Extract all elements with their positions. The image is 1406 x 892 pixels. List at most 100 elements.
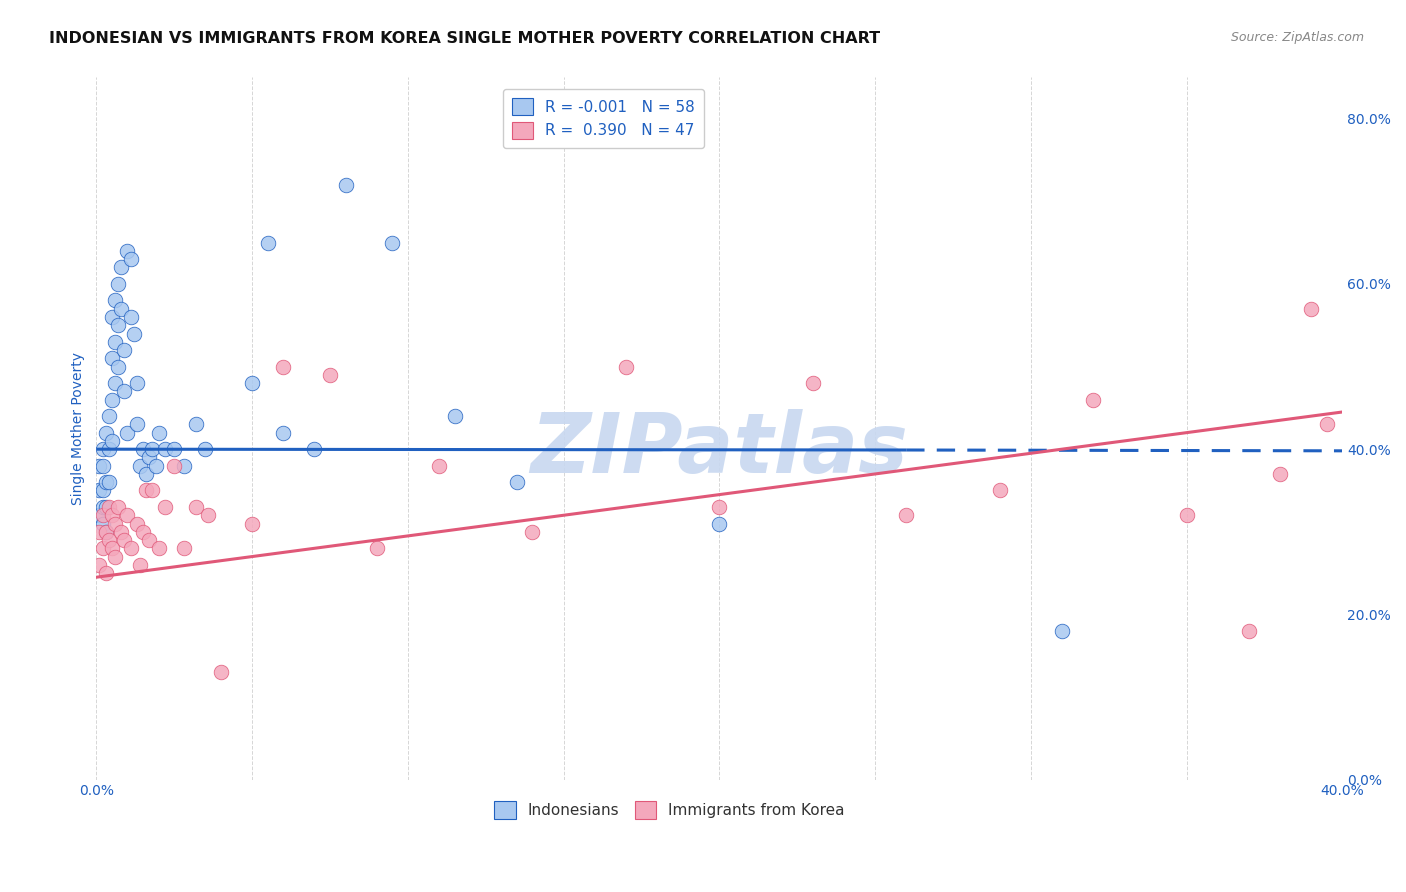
Point bbox=[1081, 392, 1104, 407]
Point bbox=[97, 533, 120, 547]
Point bbox=[89, 458, 111, 473]
Point bbox=[194, 442, 217, 457]
Point bbox=[522, 524, 544, 539]
Point bbox=[988, 483, 1011, 498]
Point bbox=[271, 425, 294, 440]
Point bbox=[138, 450, 160, 465]
Point bbox=[271, 359, 294, 374]
Point bbox=[801, 376, 824, 390]
Point bbox=[101, 351, 124, 366]
Point bbox=[117, 244, 139, 258]
Point bbox=[1268, 467, 1291, 481]
Point bbox=[89, 483, 111, 498]
Legend: Indonesians, Immigrants from Korea: Indonesians, Immigrants from Korea bbox=[488, 795, 851, 824]
Point bbox=[104, 549, 127, 564]
Point bbox=[173, 458, 195, 473]
Text: Source: ZipAtlas.com: Source: ZipAtlas.com bbox=[1230, 31, 1364, 45]
Point bbox=[94, 566, 117, 580]
Point bbox=[335, 178, 357, 192]
Point bbox=[91, 483, 114, 498]
Point bbox=[141, 442, 163, 457]
Point bbox=[1237, 624, 1260, 638]
Point bbox=[97, 475, 120, 490]
Point bbox=[427, 458, 450, 473]
Point bbox=[112, 533, 135, 547]
Point bbox=[319, 368, 342, 382]
Point bbox=[89, 508, 111, 523]
Point bbox=[91, 500, 114, 514]
Point bbox=[112, 343, 135, 357]
Point bbox=[91, 508, 114, 523]
Text: ZIPatlas: ZIPatlas bbox=[530, 409, 908, 490]
Point bbox=[94, 425, 117, 440]
Point bbox=[101, 541, 124, 556]
Point bbox=[112, 384, 135, 399]
Point bbox=[135, 467, 157, 481]
Point bbox=[132, 442, 155, 457]
Point bbox=[1050, 624, 1073, 638]
Point bbox=[153, 442, 176, 457]
Point bbox=[132, 524, 155, 539]
Point bbox=[97, 500, 120, 514]
Point bbox=[107, 500, 129, 514]
Point bbox=[366, 541, 388, 556]
Point bbox=[94, 524, 117, 539]
Point bbox=[97, 442, 120, 457]
Point bbox=[1301, 301, 1323, 316]
Point bbox=[117, 425, 139, 440]
Point bbox=[141, 483, 163, 498]
Point bbox=[101, 508, 124, 523]
Point bbox=[104, 516, 127, 531]
Point bbox=[304, 442, 326, 457]
Text: INDONESIAN VS IMMIGRANTS FROM KOREA SINGLE MOTHER POVERTY CORRELATION CHART: INDONESIAN VS IMMIGRANTS FROM KOREA SING… bbox=[49, 31, 880, 46]
Point bbox=[91, 516, 114, 531]
Point bbox=[89, 558, 111, 572]
Point bbox=[135, 483, 157, 498]
Point bbox=[122, 326, 145, 341]
Point bbox=[125, 376, 148, 390]
Point bbox=[709, 516, 731, 531]
Point bbox=[120, 310, 142, 324]
Point bbox=[89, 524, 111, 539]
Point bbox=[104, 334, 127, 349]
Point bbox=[110, 524, 132, 539]
Point bbox=[184, 417, 207, 432]
Point bbox=[256, 235, 278, 250]
Point bbox=[94, 524, 117, 539]
Point bbox=[197, 508, 219, 523]
Point bbox=[107, 277, 129, 291]
Point bbox=[1175, 508, 1198, 523]
Point bbox=[110, 260, 132, 275]
Point bbox=[381, 235, 404, 250]
Point bbox=[129, 558, 152, 572]
Point bbox=[91, 458, 114, 473]
Point bbox=[153, 500, 176, 514]
Point bbox=[101, 434, 124, 448]
Point bbox=[110, 301, 132, 316]
Point bbox=[94, 475, 117, 490]
Point bbox=[240, 376, 263, 390]
Point bbox=[506, 475, 529, 490]
Point bbox=[104, 293, 127, 308]
Point bbox=[709, 500, 731, 514]
Point bbox=[120, 252, 142, 267]
Point bbox=[145, 458, 167, 473]
Point bbox=[163, 442, 186, 457]
Point bbox=[107, 359, 129, 374]
Point bbox=[104, 376, 127, 390]
Point bbox=[1316, 417, 1339, 432]
Point bbox=[240, 516, 263, 531]
Point bbox=[163, 458, 186, 473]
Point bbox=[91, 442, 114, 457]
Point bbox=[443, 409, 465, 424]
Point bbox=[148, 425, 170, 440]
Point bbox=[209, 665, 232, 680]
Point bbox=[97, 409, 120, 424]
Point bbox=[101, 392, 124, 407]
Point bbox=[120, 541, 142, 556]
Point bbox=[125, 516, 148, 531]
Point bbox=[896, 508, 918, 523]
Point bbox=[148, 541, 170, 556]
Point bbox=[138, 533, 160, 547]
Point bbox=[129, 458, 152, 473]
